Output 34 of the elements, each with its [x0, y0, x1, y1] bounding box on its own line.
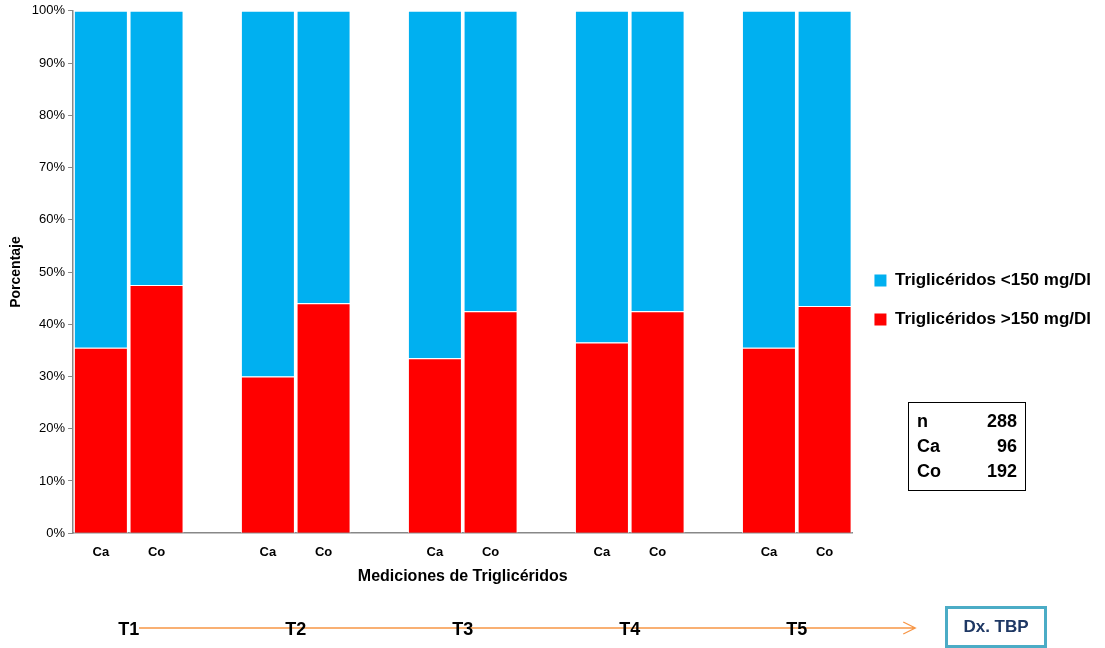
x-tick-label: Ca	[593, 543, 612, 559]
legend-label: Triglicéridos >150 mg/Dl	[894, 309, 1092, 329]
y-tick-label: 20%	[39, 420, 66, 436]
y-tick-label: 70%	[39, 159, 66, 175]
x-tick-label: Co	[147, 543, 166, 559]
text: T1	[118, 619, 140, 640]
y-tick-label: 90%	[39, 54, 66, 70]
y-tick-label: 60%	[39, 211, 66, 227]
text: n 288	[917, 411, 1017, 431]
y-tick-label: 0%	[46, 524, 66, 540]
text: T3	[452, 619, 474, 640]
x-tick-label: Ca	[259, 543, 277, 559]
y-tick-label: 40%	[39, 315, 66, 331]
y-axis-title: Porcentaje	[7, 236, 24, 308]
x-axis-title: Mediciones de Triglicéridos	[357, 566, 568, 584]
x-tick-label: Co	[481, 543, 500, 559]
y-tick-label: 50%	[39, 263, 66, 279]
legend-label: Triglicéridos <150 mg/Dl	[894, 270, 1092, 290]
x-tick-label: Ca	[760, 543, 779, 559]
y-tick-label: 80%	[39, 106, 66, 122]
text: T4	[619, 619, 641, 640]
text: Dx. TBP	[945, 606, 1047, 648]
x-tick-label: Ca	[426, 543, 444, 559]
x-tick-label: Co	[314, 543, 333, 559]
y-tick-label: 30%	[39, 368, 66, 384]
text: Co 192	[917, 461, 1017, 481]
x-tick-label: Co	[648, 543, 667, 559]
x-tick-label: Ca	[92, 543, 110, 559]
text: Ca 96	[917, 436, 1017, 456]
text: T5	[786, 619, 808, 640]
y-tick-label: 100%	[31, 2, 66, 18]
x-tick-label: Co	[815, 543, 834, 559]
text: T2	[285, 619, 307, 640]
y-tick-label: 10%	[39, 472, 66, 488]
